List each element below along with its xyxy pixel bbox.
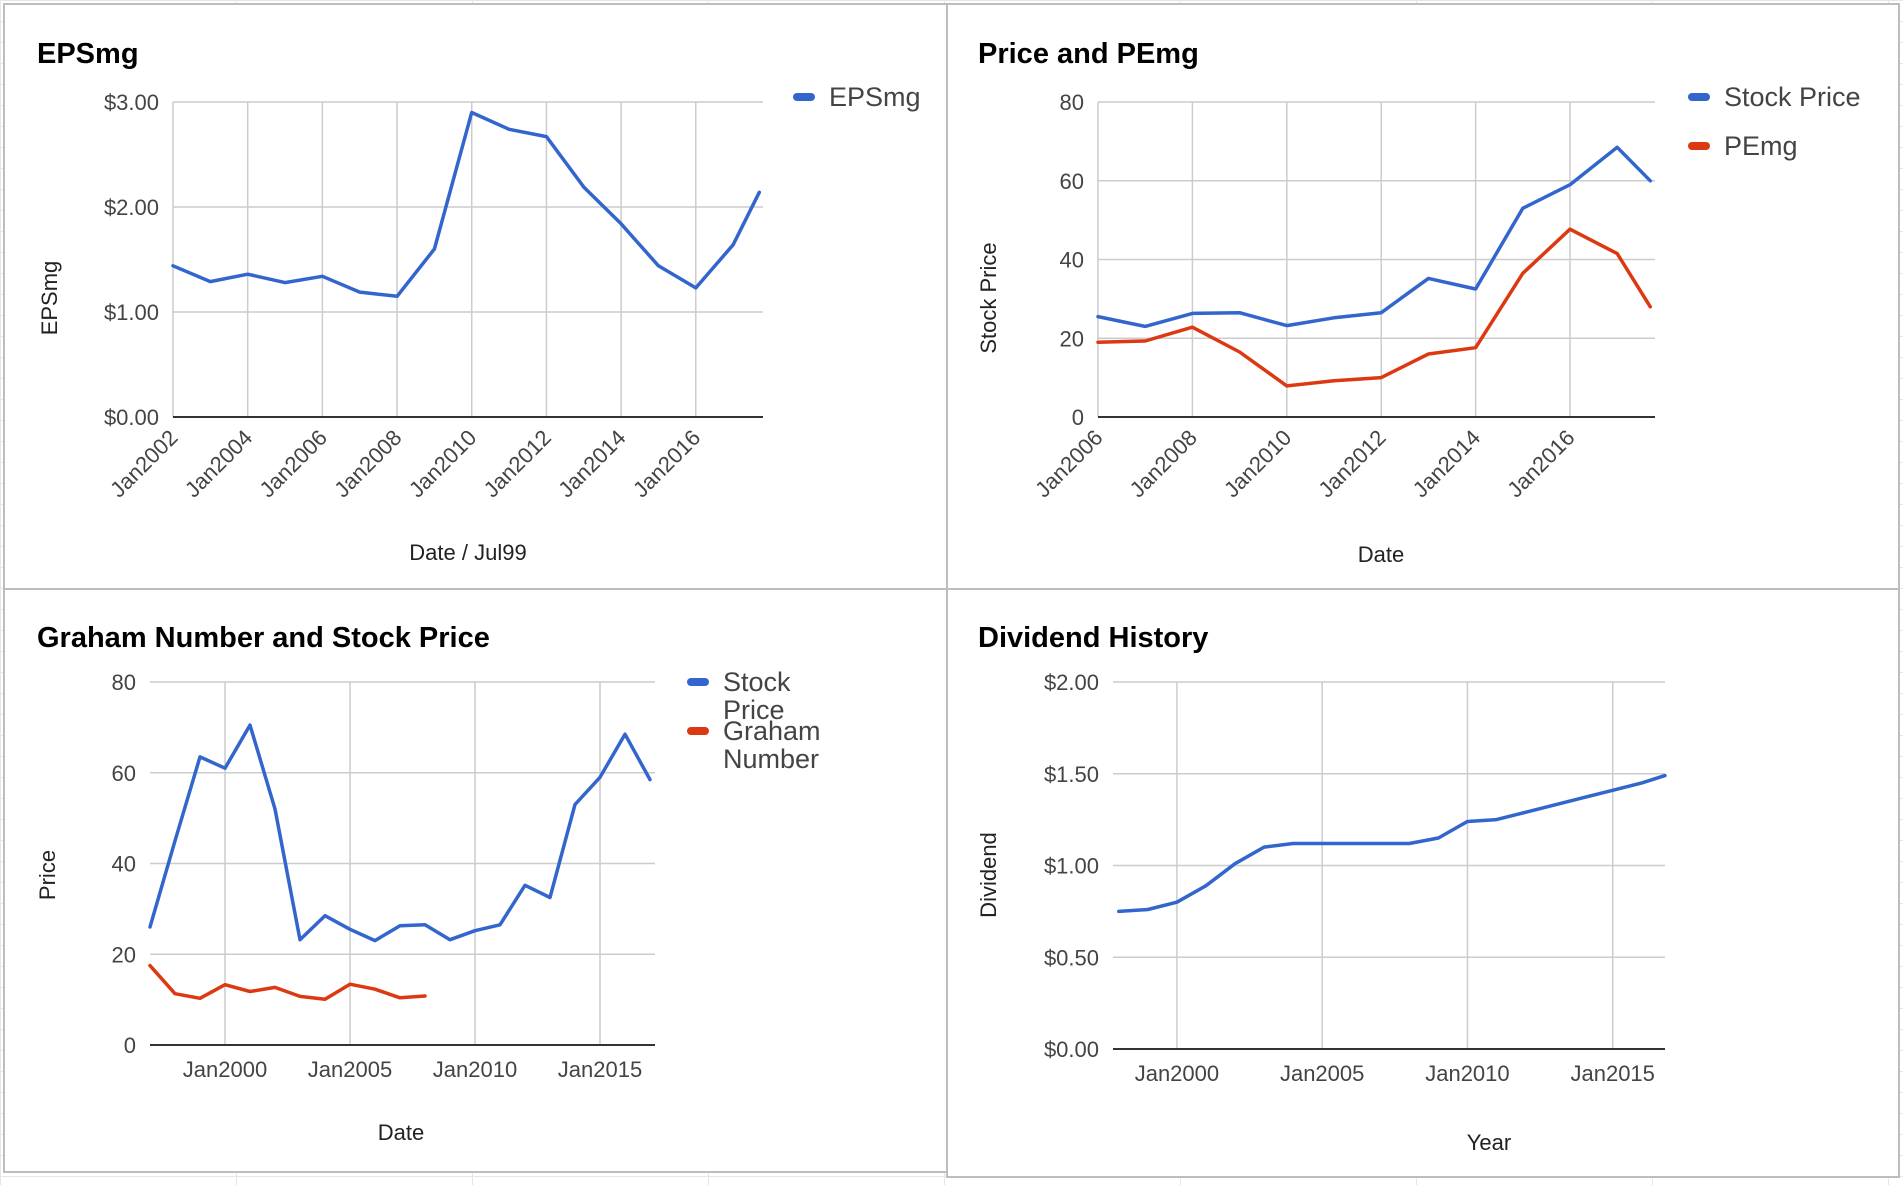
eps-chart-panel: EPSmg $0.00 $1.00 $2.00 $3.00 Jan2002 Jan2004 J… [3, 3, 948, 590]
x-tick-label: Jan2002 [105, 425, 182, 502]
y-axis-label: EPSmg [37, 261, 62, 336]
chart-title: EPSmg [37, 38, 139, 70]
x-tick-label: Jan2005 [1280, 1061, 1364, 1086]
chart-title: Dividend History [978, 622, 1208, 654]
y-tick-label: 60 [112, 761, 136, 786]
chart-title: Graham Number and Stock Price [37, 622, 490, 654]
y-tick-label: 80 [1060, 90, 1084, 115]
legend-entry: PEmg [1724, 131, 1798, 161]
x-tick-label: Jan2006 [1030, 425, 1107, 502]
x-tick-label: Jan2014 [1408, 425, 1485, 502]
x-tick-label: Jan2016 [628, 425, 705, 502]
series-line-graham-number [148, 963, 427, 1001]
x-tick-label: Jan2015 [558, 1057, 642, 1082]
legend-entry: Stock Price [1724, 82, 1861, 112]
y-tick-label: $2.00 [1044, 670, 1099, 695]
legend-swatch [1688, 142, 1710, 150]
y-tick-label: 20 [112, 942, 136, 967]
y-tick-label: $1.50 [1044, 762, 1099, 787]
x-axis-label: Date [1358, 542, 1404, 567]
y-tick-label: $3.00 [104, 90, 159, 115]
price-pe-chart-panel: Price and PEmg 0 20 40 60 80 Jan2006 Jan2008 Jan… [946, 3, 1900, 590]
y-tick-label: $0.00 [1044, 1037, 1099, 1062]
y-tick-label: 20 [1060, 326, 1084, 351]
legend-swatch [687, 678, 709, 686]
x-tick-label: Jan2010 [433, 1057, 517, 1082]
y-tick-label: 60 [1060, 169, 1084, 194]
x-tick-label: Jan2000 [183, 1057, 267, 1082]
x-tick-label: Jan2015 [1570, 1061, 1654, 1086]
y-tick-label: $0.00 [104, 405, 159, 430]
legend-swatch [1688, 93, 1710, 101]
y-tick-label: $0.50 [1044, 945, 1099, 970]
x-tick-label: Jan2004 [180, 425, 257, 502]
x-tick-label: Jan2008 [329, 425, 406, 502]
legend-entry: Stock Price [723, 667, 791, 725]
x-tick-label: Jan2006 [255, 425, 332, 502]
y-tick-label: $2.00 [104, 195, 159, 220]
y-tick-label: 40 [1060, 248, 1084, 273]
x-tick-label: Jan2012 [1313, 425, 1390, 502]
x-tick-label: Jan2005 [308, 1057, 392, 1082]
y-tick-label: 0 [1072, 405, 1084, 430]
x-tick-label: Jan2012 [479, 425, 556, 502]
y-axis-label: Stock Price [976, 242, 1001, 353]
x-tick-label: Jan2008 [1125, 425, 1202, 502]
x-tick-label: Jan2010 [1219, 425, 1296, 502]
legend-entry: Graham Number [723, 716, 821, 774]
dividend-chart: Dividend History $0.00 $0.50 $1.00 $1.50 $2.0… [976, 622, 1667, 1155]
x-axis-label: Date / Jul99 [409, 540, 526, 565]
x-axis-label: Year [1467, 1130, 1511, 1155]
legend-entry: EPSmg [829, 82, 921, 112]
graham-chart: Graham Number and Stock Price 0 20 40 60 80 Ja… [35, 622, 821, 1145]
series-line-epsmg [171, 110, 762, 299]
y-tick-label: 80 [112, 670, 136, 695]
chart-title: Price and PEmg [978, 38, 1199, 70]
x-tick-label: Jan2014 [553, 425, 630, 502]
x-axis-label: Date [378, 1120, 424, 1145]
x-tick-label: Jan2010 [1425, 1061, 1509, 1086]
eps-chart: EPSmg$0.00$1.00$2.00$3.00Jan2002Jan2004J… [37, 38, 921, 565]
x-tick-label: Jan2010 [404, 425, 481, 502]
y-tick-label: $1.00 [104, 300, 159, 325]
y-tick-label: $1.00 [1044, 854, 1099, 879]
graham-chart-panel: Graham Number and Stock Price 0 20 40 60 80 Ja… [3, 588, 948, 1173]
series-line-stock-price [148, 723, 652, 943]
dividend-chart-panel: Dividend History $0.00 $0.50 $1.00 $1.50 $2.0… [946, 588, 1900, 1178]
series-line-dividend [1117, 773, 1667, 914]
series-line-stock-price [1096, 145, 1653, 329]
y-tick-label: 0 [124, 1033, 136, 1058]
x-tick-label: Jan2016 [1502, 425, 1579, 502]
y-axis-label: Dividend [976, 832, 1001, 918]
y-tick-label: 40 [112, 852, 136, 877]
legend-swatch [793, 93, 815, 101]
legend-swatch [687, 727, 709, 735]
series-line-pemg [1096, 227, 1653, 388]
y-axis-label: Price [35, 850, 60, 900]
x-tick-label: Jan2000 [1135, 1061, 1219, 1086]
